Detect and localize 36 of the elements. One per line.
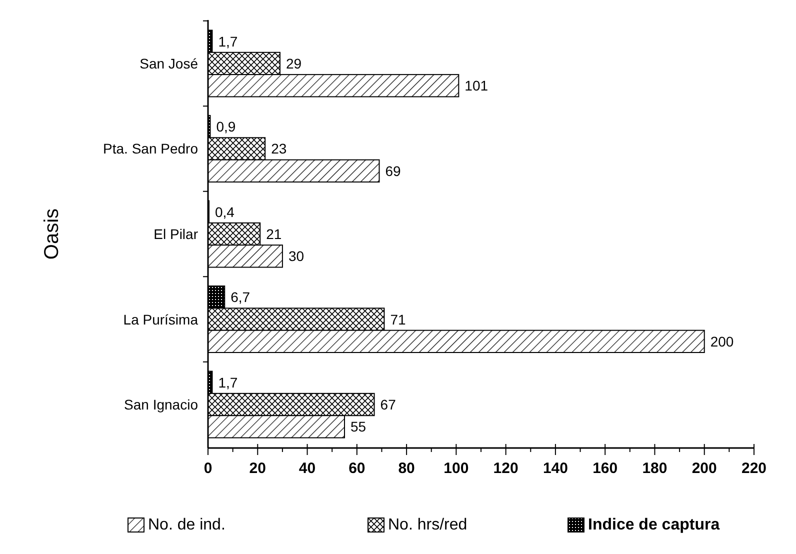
y-tick-label: San Ignacio	[124, 396, 198, 413]
data-label: 0,4	[214, 204, 235, 220]
data-label: 30	[288, 248, 304, 264]
data-label: 55	[350, 418, 366, 435]
data-label: 71	[390, 311, 406, 328]
data-label: 23	[271, 140, 287, 157]
x-tick-label: 20	[249, 460, 266, 477]
y-tick-label: La Purísima	[123, 311, 198, 328]
y-tick-label: San José	[140, 55, 198, 72]
data-label: 21	[266, 226, 282, 242]
x-tick-label: 100	[444, 460, 469, 477]
data-label: 6,7	[230, 289, 250, 306]
data-label: 0,9	[216, 118, 236, 135]
data-label: 101	[464, 78, 488, 94]
y-axis-title: Oasis	[41, 208, 63, 260]
y-tick-label: El Pilar	[154, 226, 198, 242]
x-tick-label: 200	[692, 460, 717, 477]
data-label: 1,7	[218, 33, 238, 50]
x-tick-label: 80	[398, 460, 415, 477]
data-label: 1,7	[218, 374, 238, 390]
data-label: 29	[286, 55, 302, 72]
data-label: 200	[710, 333, 734, 350]
x-tick-label: 120	[493, 460, 518, 477]
x-tick-label: 0	[204, 460, 212, 477]
x-tick-label: 180	[642, 460, 668, 477]
legend-label: No. de ind.	[148, 516, 226, 534]
data-label: 67	[380, 396, 396, 413]
legend-label: No. hrs/red	[388, 516, 468, 534]
legend-label: Indice de captura	[588, 516, 720, 534]
data-label: 69	[385, 162, 402, 179]
x-tick-label: 140	[542, 460, 568, 477]
x-tick-label: 160	[592, 460, 618, 477]
x-tick-label: 220	[741, 460, 767, 477]
y-tick-label: Pta. San Pedro	[103, 140, 198, 157]
x-tick-label: 40	[298, 460, 316, 477]
x-tick-label: 60	[348, 460, 366, 477]
